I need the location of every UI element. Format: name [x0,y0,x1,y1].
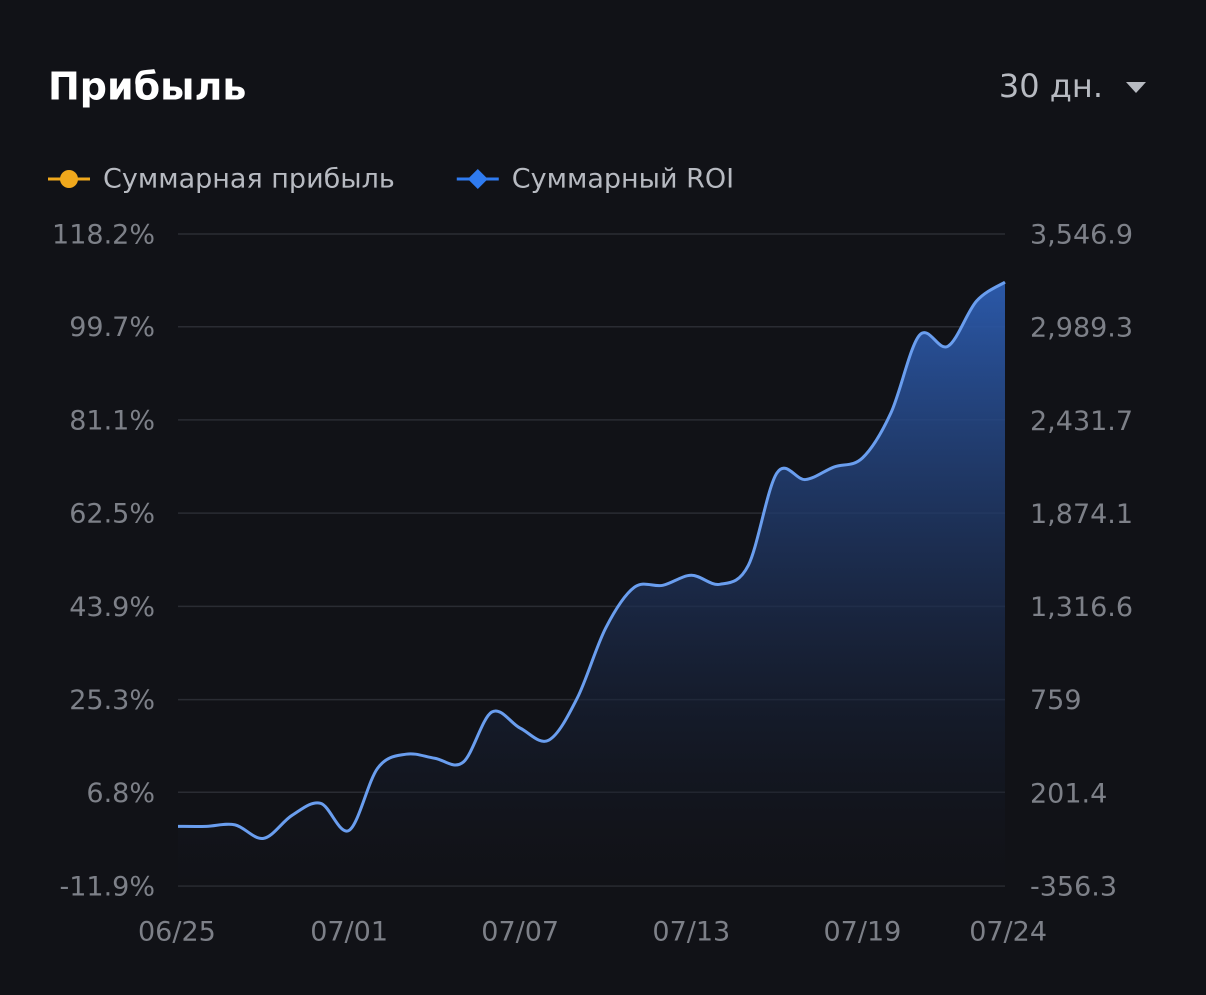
y-tick-label: 62.5% [69,499,155,530]
y-tick-label: 6.8% [86,778,155,809]
y-tick-label: 81.1% [69,405,155,436]
legend-marker [60,170,78,188]
y2-tick-label: 1,316.6 [1030,592,1133,623]
y2-tick-label: 201.4 [1030,778,1107,809]
y2-tick-label: 759 [1030,685,1082,716]
plot [177,280,1006,886]
x-tick-label: 06/25 [138,917,216,948]
x-tick-label: 07/07 [481,917,559,948]
y-tick-label: 43.9% [69,592,155,623]
axes: 118.2% 99.7% 81.1% 62.5% 43.9% 25.3% 6.8% -11.9… [52,220,1133,948]
y2-tick-label: 2,989.3 [1030,313,1133,344]
y2-tick-label: 3,546.9 [1030,220,1133,251]
period-dropdown[interactable]: 30 дн. [999,67,1146,105]
line [177,280,1006,840]
period-label[interactable]: 30 дн. [999,67,1103,105]
dropdown-arrow[interactable] [1126,82,1146,93]
x-tick-label: 07/19 [824,917,902,948]
y2-tick-label: 1,874.1 [1030,499,1133,530]
area [178,282,1005,886]
y-tick-label: 118.2% [52,220,155,251]
y2-tick-label: 2,431.7 [1030,406,1133,437]
chart-title: Прибыль [48,65,246,109]
x-tick-label: 07/01 [310,917,388,948]
y-tick-label: -11.9% [59,872,155,903]
legend-label: Суммарная прибыль [103,164,395,195]
x-tick-label: 07/13 [652,917,730,948]
legend-marker [467,169,488,189]
legend: Суммарная прибыль Суммарный ROI [48,164,734,195]
y-tick-label: 99.7% [69,312,155,343]
x-tick-label: 07/24 [969,917,1047,948]
legend-label: Суммарный ROI [512,164,734,195]
y2-tick-label: -356.3 [1030,872,1117,903]
y-tick-label: 25.3% [69,685,155,716]
